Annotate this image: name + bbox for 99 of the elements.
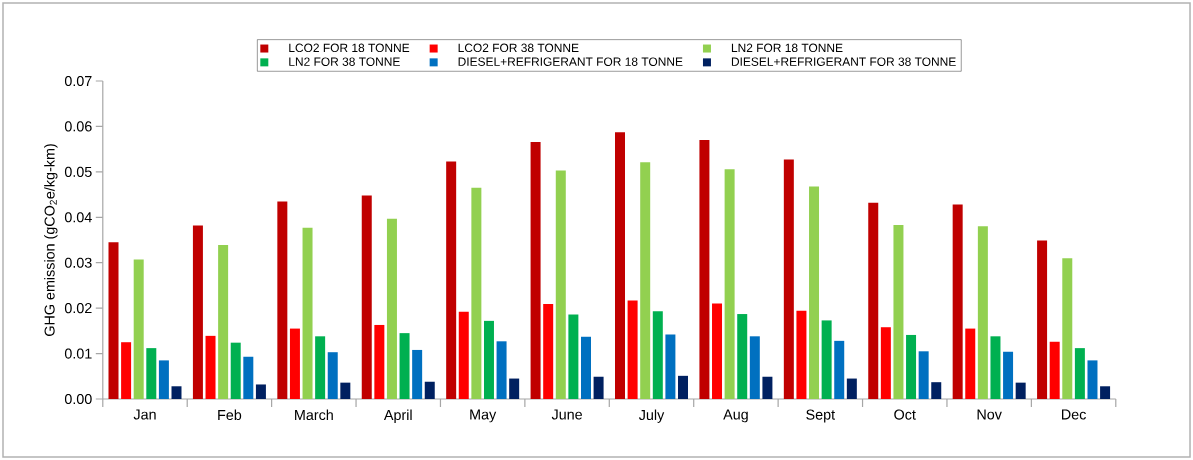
x-tick-label: July: [638, 409, 665, 423]
bar: [458, 311, 469, 399]
bar: [133, 259, 144, 399]
y-tick-label: 0.06: [64, 121, 92, 132]
bar: [340, 382, 351, 399]
bar: [361, 195, 372, 399]
legend-label: DIESEL+REFRIGERANT FOR 38 TONNE: [731, 57, 956, 66]
x-tick-label: Sept: [806, 409, 835, 423]
bar: [412, 349, 423, 399]
bar: [277, 201, 288, 399]
legend-label: LN2 FOR 18 TONNE: [731, 43, 843, 53]
bar: [218, 245, 229, 399]
legend-label: LCO2 FOR 38 TONNE: [458, 43, 579, 53]
x-tick-label: Aug: [723, 409, 748, 423]
bar: [327, 352, 338, 399]
x-tick-label: Jan: [133, 409, 156, 420]
y-tick-label: 0.00: [64, 393, 92, 405]
bar: [834, 340, 845, 399]
y-tick-label: 0.02: [64, 303, 92, 314]
bar: [315, 336, 326, 399]
bar: [192, 225, 203, 399]
bar: [171, 386, 182, 399]
bar: [615, 132, 625, 399]
bar: [965, 328, 976, 399]
bar: [821, 320, 832, 399]
x-tick-label: Oct: [894, 409, 916, 420]
legend-label: DIESEL+REFRIGERANT FOR 18 TONNE: [458, 57, 683, 66]
bar: [880, 327, 891, 399]
bar: [496, 341, 507, 399]
x-tick-label: Dec: [1062, 409, 1086, 420]
bar: [1087, 360, 1098, 399]
bar: [846, 378, 857, 399]
bar: [893, 225, 904, 399]
bar: [749, 336, 760, 399]
legend-label: LCO2 FOR 18 TONNE: [289, 43, 410, 53]
x-tick-label: April: [383, 409, 412, 423]
bar: [990, 336, 1001, 399]
x-tick-label: March: [295, 409, 333, 421]
bar: [640, 162, 651, 399]
bar: [255, 384, 266, 399]
bar: [918, 351, 929, 399]
bar: [678, 375, 688, 399]
bar: [302, 227, 313, 399]
bar: [809, 186, 820, 399]
y-tick-label: 0.04: [64, 212, 92, 223]
x-tick-label: Nov: [977, 409, 1002, 420]
x-tick-label: June: [551, 409, 582, 420]
bar: [580, 336, 591, 399]
bar: [665, 334, 676, 399]
bar: [243, 356, 254, 399]
bar: [652, 311, 663, 399]
x-tick-label: May: [470, 409, 497, 423]
bar: [783, 159, 794, 399]
y-tick-label: 0.07: [64, 75, 92, 87]
bar: [483, 320, 494, 399]
bar: [977, 226, 988, 399]
bar: [471, 187, 482, 399]
bar: [868, 202, 879, 399]
bar: [509, 378, 520, 399]
y-tick-label: 0.01: [64, 348, 92, 359]
bar: [952, 204, 963, 399]
bar: [146, 348, 157, 399]
bar: [1100, 386, 1111, 399]
bar: [424, 381, 435, 399]
bar: [796, 310, 807, 399]
bar: [230, 342, 241, 399]
legend-label: LN2 FOR 38 TONNE: [289, 57, 400, 66]
bar: [374, 324, 385, 399]
bar: [1074, 348, 1085, 399]
bar: [1062, 258, 1073, 399]
bar: [762, 376, 773, 399]
bar: [1037, 240, 1048, 399]
bar: [931, 382, 942, 399]
bar: [627, 300, 638, 399]
bar: [121, 342, 132, 399]
y-tick-label: 0.05: [64, 166, 92, 177]
bar: [593, 376, 604, 399]
bar: [530, 141, 541, 399]
bar: [158, 360, 169, 399]
y-axis-title: GHG emission (gCO$_{2}$e/kg-km): [44, 144, 58, 336]
bar: [724, 169, 735, 399]
bar: [1015, 382, 1026, 399]
bar: [386, 218, 397, 399]
bar: [399, 333, 410, 399]
bar: [906, 334, 917, 399]
bar: [712, 303, 723, 399]
bar: [699, 140, 710, 399]
bar: [1049, 341, 1060, 399]
bar: [1003, 351, 1014, 399]
bar: [446, 161, 457, 399]
bar: [737, 314, 748, 399]
bar: [108, 242, 119, 399]
bar: [555, 170, 566, 399]
y-tick-label: 0.03: [64, 257, 92, 268]
bar: [568, 314, 579, 399]
bar: [289, 328, 300, 399]
bar: [543, 304, 554, 399]
x-tick-label: Feb: [218, 409, 242, 421]
bar: [205, 335, 216, 399]
